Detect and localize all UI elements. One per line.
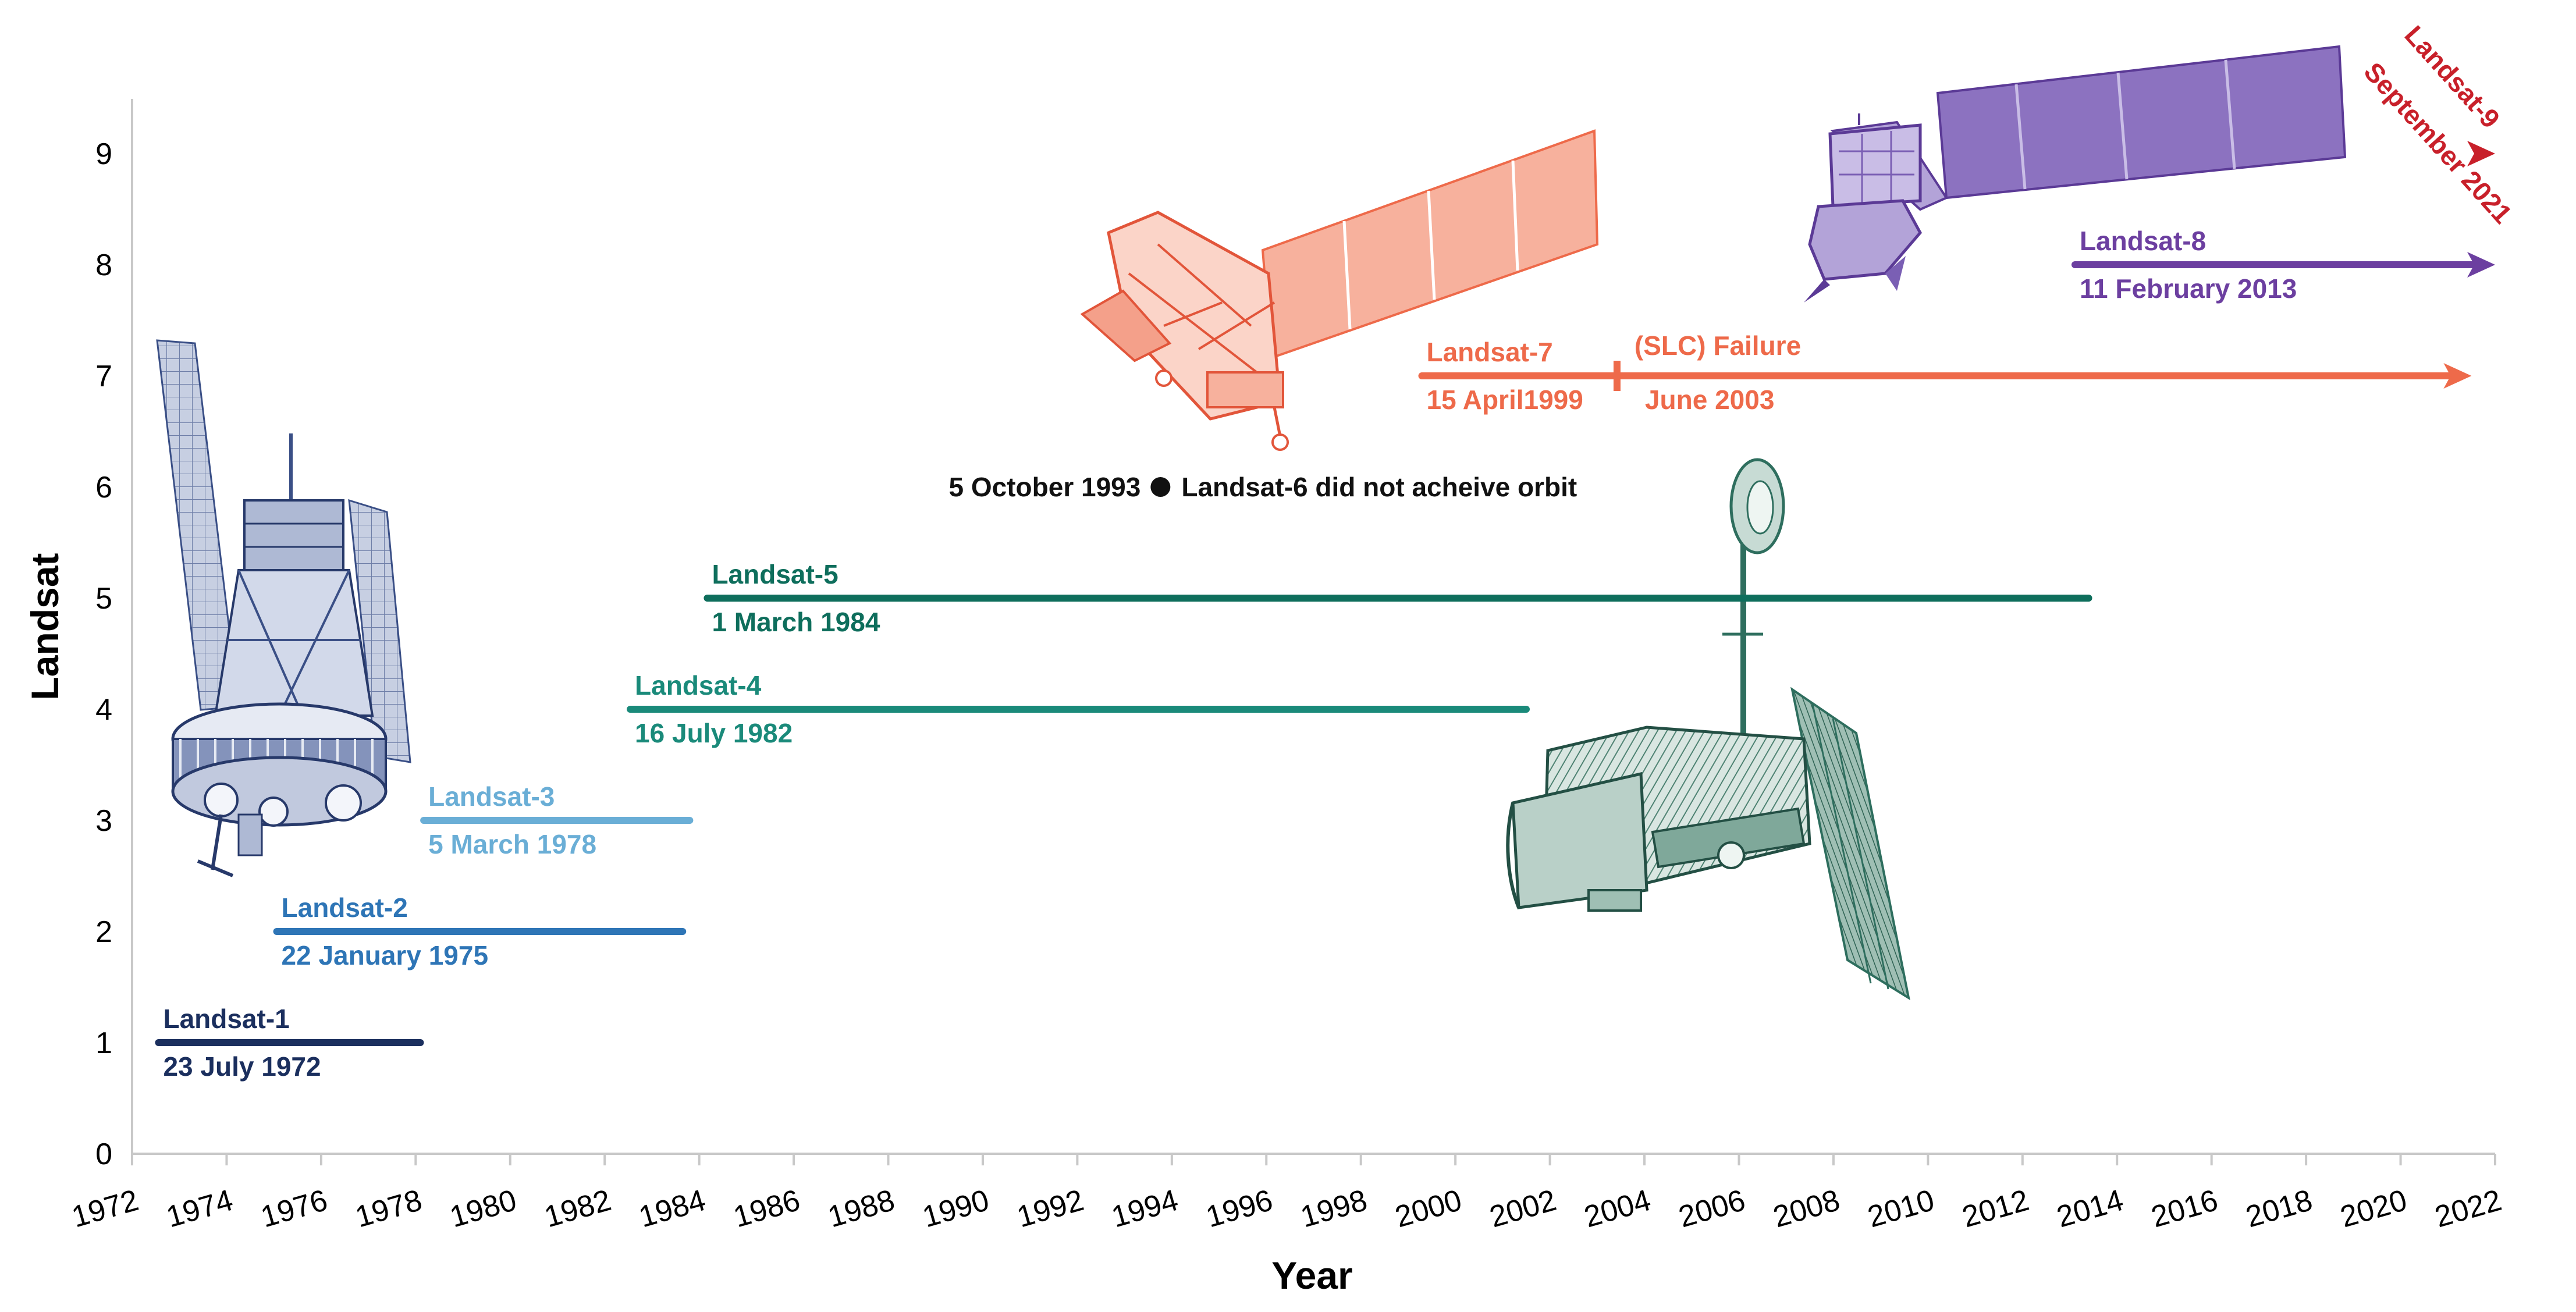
- landsat-4-date-label: 16 July 1982: [635, 718, 793, 748]
- y-axis-tick-labels: 0 1 2 3 4 5 6 7 8 9: [95, 137, 112, 1171]
- landsat-8-series: Landsat-8 11 February 2013: [2071, 226, 2495, 304]
- landsat-4-name-label: Landsat-4: [635, 670, 762, 701]
- landsat-1-date-label: 23 July 1972: [163, 1051, 321, 1082]
- x-tick-label-1998: 1998: [1297, 1183, 1371, 1235]
- landsat-7-series: Landsat-7 15 April1999: [1418, 337, 2472, 415]
- x-tick-label-2020: 2020: [2337, 1183, 2411, 1235]
- x-tick-label-2004: 2004: [1580, 1183, 1654, 1235]
- landsat-7-arrowhead: [2443, 363, 2472, 389]
- x-axis-tick-labels: 1972 1974 1976 1978 1980 1982 1984 1986 1988 1990…: [68, 1183, 2505, 1235]
- landsat-5-series: Landsat-5 1 March 1984: [703, 559, 2092, 637]
- landsat-7-satellite-icon: [1080, 129, 1599, 451]
- x-tick-label-1972: 1972: [68, 1183, 142, 1235]
- landsat-6-marker: [1150, 477, 1171, 497]
- x-tick-label-2010: 2010: [1864, 1183, 1938, 1235]
- landsat-4-series: Landsat-4 16 July 1982: [627, 670, 1530, 748]
- x-tick-label-2018: 2018: [2242, 1183, 2316, 1235]
- x-tick-label-1996: 1996: [1202, 1183, 1276, 1235]
- x-tick-label-2022: 2022: [2431, 1183, 2505, 1235]
- x-tick-label-2012: 2012: [1959, 1183, 2033, 1235]
- landsat-1-satellite-icon: [156, 339, 411, 877]
- slc-failure-marker: [1613, 361, 1621, 391]
- slc-failure-annotation: (SLC) Failure June 2003: [1613, 330, 1801, 415]
- x-tick-label-1974: 1974: [163, 1183, 237, 1235]
- landsat-6-annotation: 5 October 1993 Landsat-6 did not acheive…: [949, 472, 1577, 502]
- y-axis-title: Landsat: [23, 553, 66, 700]
- x-tick-label-1978: 1978: [351, 1183, 425, 1235]
- y-tick-label-2: 2: [95, 915, 112, 949]
- x-tick-label-1994: 1994: [1108, 1183, 1182, 1235]
- x-tick-label-1992: 1992: [1014, 1183, 1088, 1235]
- landsat-7-name-label: Landsat-7: [1426, 337, 1552, 367]
- landsat-5-name-label: Landsat-5: [712, 559, 838, 589]
- y-tick-label-3: 3: [95, 804, 112, 838]
- x-tick-label-2002: 2002: [1486, 1183, 1560, 1235]
- landsat-5-date-label: 1 March 1984: [712, 607, 880, 637]
- landsat-8-arrowhead: [2467, 252, 2495, 278]
- landsat-6-date-label: 5 October 1993: [949, 472, 1141, 502]
- landsat-9-arrowhead: [2467, 141, 2495, 166]
- y-tick-label-4: 4: [95, 693, 112, 727]
- x-tick-label-2008: 2008: [1770, 1183, 1843, 1235]
- x-tick-label-1988: 1988: [825, 1183, 898, 1235]
- landsat-8-satellite-icon: [1804, 45, 2347, 303]
- y-tick-label-7: 7: [95, 360, 112, 393]
- x-tick-label-2006: 2006: [1675, 1183, 1749, 1235]
- x-tick-label-1984: 1984: [635, 1183, 709, 1235]
- landsat-2-date-label: 22 January 1975: [282, 940, 489, 970]
- x-tick-label-1982: 1982: [541, 1183, 614, 1235]
- landsat-3-name-label: Landsat-3: [428, 781, 555, 812]
- x-tick-label-1980: 1980: [446, 1183, 520, 1235]
- landsat-2-series: Landsat-2 22 January 1975: [273, 893, 687, 970]
- landsat-8-date-label: 11 February 2013: [2080, 273, 2297, 304]
- y-tick-label-5: 5: [95, 582, 112, 616]
- y-tick-label-6: 6: [95, 471, 112, 504]
- landsat-1-series: Landsat-1 23 July 1972: [155, 1004, 424, 1082]
- x-tick-label-2016: 2016: [2148, 1183, 2222, 1235]
- x-axis: [131, 1153, 2496, 1165]
- y-tick-label-8: 8: [95, 248, 112, 282]
- x-tick-label-2014: 2014: [2053, 1183, 2127, 1235]
- x-tick-label-1986: 1986: [730, 1183, 804, 1235]
- y-tick-label-0: 0: [95, 1137, 112, 1171]
- x-tick-label-1976: 1976: [257, 1183, 331, 1235]
- y-tick-label-9: 9: [95, 137, 112, 171]
- landsat-7-date-label: 15 April1999: [1426, 385, 1583, 415]
- slc-failure-title-label: (SLC) Failure: [1635, 330, 1801, 361]
- x-axis-ticks: [131, 1154, 2496, 1165]
- landsat-3-series: Landsat-3 5 March 1978: [420, 781, 694, 859]
- landsat-2-name-label: Landsat-2: [282, 893, 408, 923]
- landsat-6-note-label: Landsat-6 did not acheive orbit: [1181, 472, 1577, 502]
- x-tick-label-2000: 2000: [1391, 1183, 1465, 1235]
- mission-bars: Landsat-1 23 July 1972 Landsat-2 22 January…: [155, 20, 2518, 1082]
- slc-failure-date-label: June 2003: [1645, 385, 1774, 415]
- landsat-4-satellite-icon: [1506, 458, 1910, 1001]
- landsat-1-name-label: Landsat-1: [163, 1004, 289, 1034]
- landsat-8-name-label: Landsat-8: [2080, 226, 2206, 256]
- y-tick-label-1: 1: [95, 1026, 112, 1060]
- x-axis-title: Year: [1271, 1254, 1352, 1297]
- x-tick-label-1990: 1990: [919, 1183, 993, 1235]
- landsat-3-date-label: 5 March 1978: [428, 829, 596, 859]
